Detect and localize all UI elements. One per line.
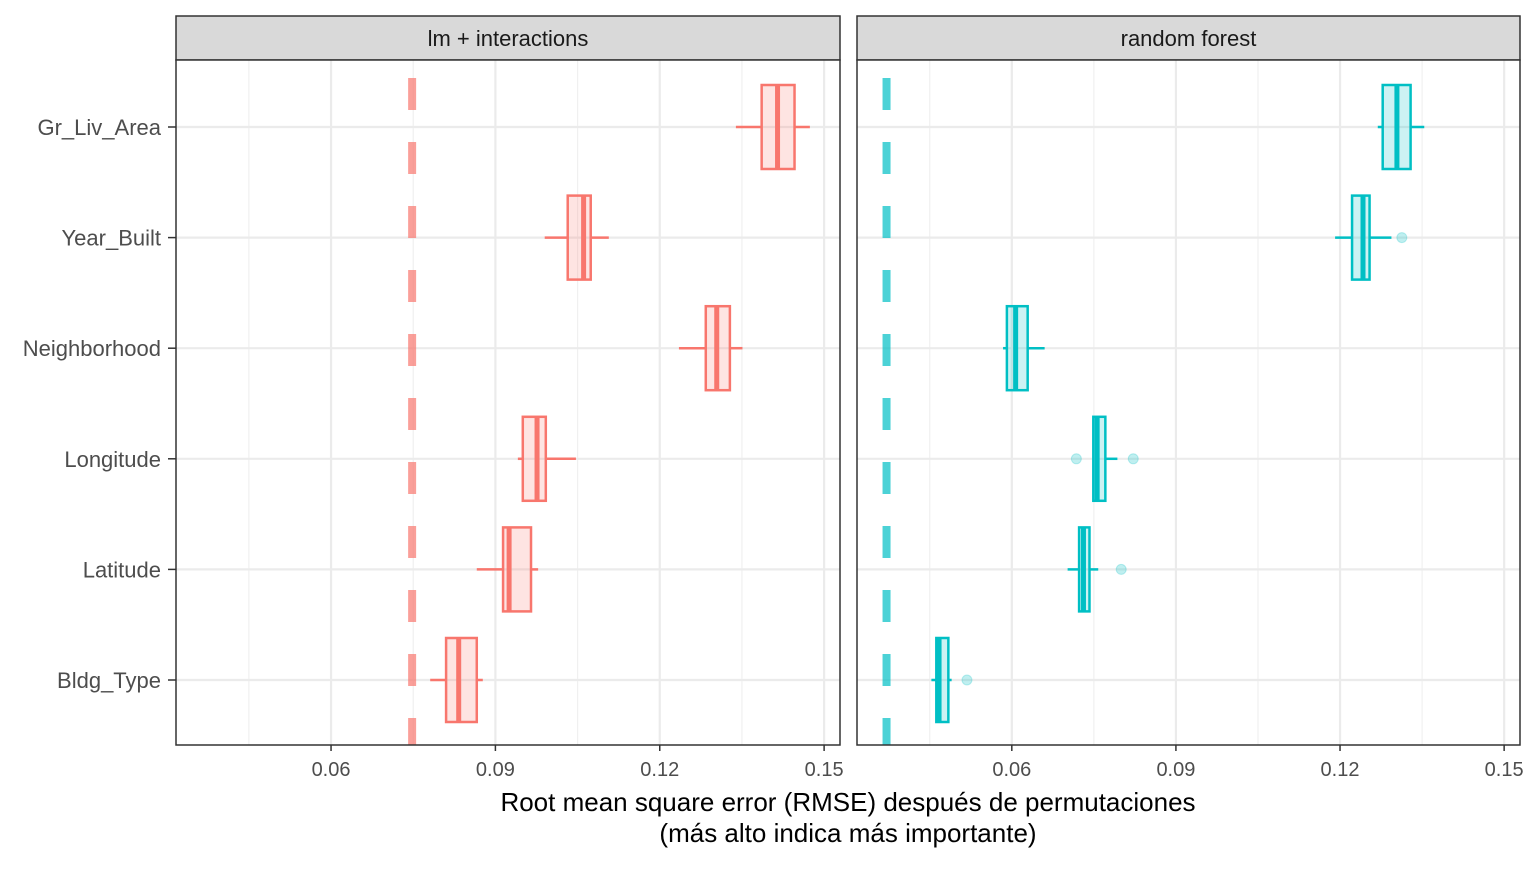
panel-2: random forest 0.06 0.09 0.12 0.15 [856,15,1524,781]
panel-background [176,60,840,745]
facet-strip [175,15,841,61]
outlier-point [1396,232,1408,244]
x-tick-label: 0.06 [992,759,1031,781]
y-tick-label: Longitude [64,447,161,472]
facet-title: random forest [1121,26,1257,51]
outlier-point [961,674,973,686]
panel-border [856,59,1521,746]
boxplot-Longitude [517,415,576,503]
x-tick-label: 0.09 [476,759,515,781]
box [444,636,479,724]
box [566,194,592,281]
y-tick-label: Bldg_Type [57,668,161,693]
x-tick-label: 0.09 [1156,759,1195,781]
panel-border [175,59,841,746]
x-axis-subtitle: (más alto indica más importante) [659,818,1036,848]
outlier-point [1070,453,1082,465]
x-tick-label: 0.12 [640,759,679,781]
boxplot-Neighborhood [678,304,743,392]
boxplot-Bldg_Type [931,636,973,724]
boxplot-Gr_Liv_Area [735,83,810,171]
x-axis-title: Root mean square error (RMSE) después de… [500,787,1195,817]
outlier-point [1115,563,1127,575]
boxplot-Latitude [1067,526,1127,613]
boxplot-Longitude [1070,415,1139,503]
box [521,415,548,503]
boxplot-Bldg_Type [430,636,483,724]
boxplot-Year_Built [1335,194,1408,281]
boxplot-Neighborhood [1003,304,1045,392]
panel-background [857,60,1520,745]
y-tick-label: Year_Built [62,226,161,251]
outlier-point [1127,453,1139,465]
boxplot-Gr_Liv_Area [1377,83,1425,171]
y-tick-label: Neighborhood [23,336,161,361]
y-tick-label: Latitude [83,557,161,582]
x-tick-label: 0.15 [1485,759,1524,781]
x-tick-label: 0.15 [805,759,844,781]
boxplot-Latitude [476,526,539,613]
x-tick-label: 0.06 [312,759,351,781]
x-tick-label: 0.12 [1321,759,1360,781]
boxplot-Year_Built [544,194,609,281]
facet-strip [856,15,1521,61]
panel-1: lm + interactions 0.06 0.09 0.12 0.15 [175,15,844,781]
y-tick-label: Gr_Liv_Area [37,115,161,140]
facet-title: lm + interactions [428,26,589,51]
